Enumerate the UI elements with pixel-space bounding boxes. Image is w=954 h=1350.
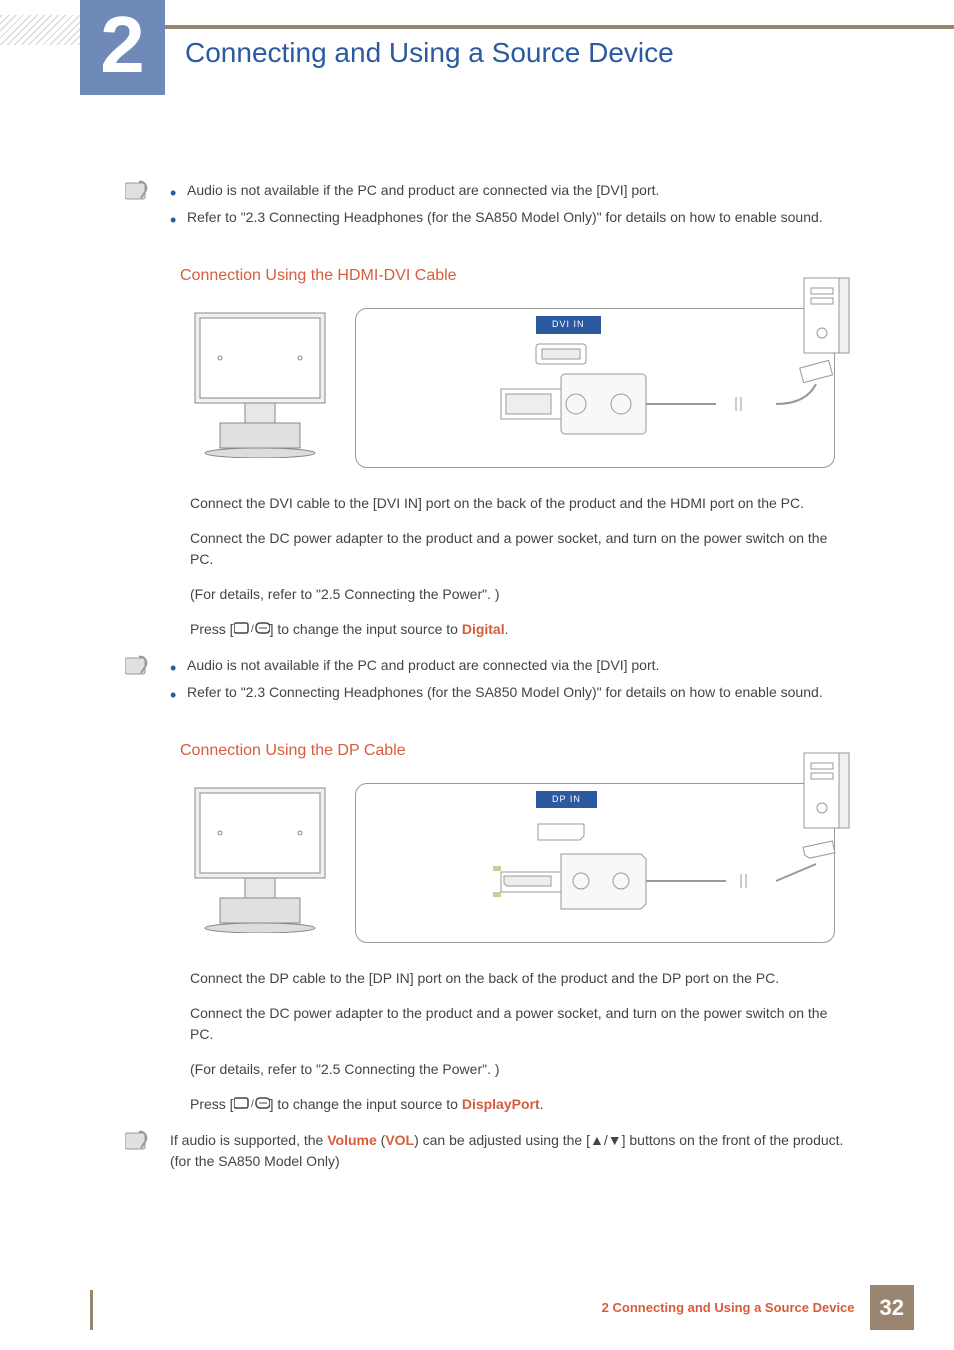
source-button-icon: / (234, 1095, 270, 1116)
note-block-2: Audio is not available if the PC and pro… (165, 655, 854, 709)
dp-p4: Press [/] to change the input source to … (190, 1094, 854, 1116)
footer-left-stripe (90, 1290, 93, 1330)
footer: 2 Connecting and Using a Source Device 3… (602, 1285, 914, 1330)
hdmi-p4: Press [/] to change the input source to … (190, 619, 854, 641)
note-icon (125, 180, 165, 234)
dp-p1: Connect the DP cable to the [DP IN] port… (190, 968, 854, 989)
note-block-1: Audio is not available if the PC and pro… (165, 180, 854, 234)
dp-heading: Connection Using the DP Cable (180, 739, 854, 763)
note2-item1: Audio is not available if the PC and pro… (165, 655, 823, 676)
dp-p2: Connect the DC power adapter to the prod… (190, 1003, 854, 1045)
note1-item1: Audio is not available if the PC and pro… (165, 180, 823, 201)
header-bar (89, 25, 954, 29)
note-icon (125, 1130, 165, 1172)
pc-icon (799, 273, 854, 358)
source-button-icon: / (234, 620, 270, 641)
hdmi-p3: (For details, refer to "2.5 Connecting t… (190, 584, 854, 605)
dvi-port-label: DVI IN (536, 316, 601, 334)
hdmi-heading: Connection Using the HDMI-DVI Cable (180, 264, 854, 288)
svg-text:/: / (251, 624, 254, 635)
pc-icon (799, 748, 854, 833)
svg-text:/: / (251, 1099, 254, 1110)
footer-text: 2 Connecting and Using a Source Device (602, 1298, 855, 1318)
note2-item2: Refer to "2.3 Connecting Headphones (for… (165, 682, 823, 703)
monitor-icon (190, 783, 330, 933)
page-number: 32 (870, 1285, 914, 1330)
hdmi-p2: Connect the DC power adapter to the prod… (190, 528, 854, 570)
note-icon (125, 655, 165, 709)
chapter-title: Connecting and Using a Source Device (185, 32, 674, 74)
hdmi-p1: Connect the DVI cable to the [DVI IN] po… (190, 493, 854, 514)
dp-port-label: DP IN (536, 791, 597, 809)
note3-text: If audio is supported, the Volume (VOL) … (165, 1130, 854, 1172)
dp-diagram: DP IN (190, 783, 854, 943)
note-block-3: If audio is supported, the Volume (VOL) … (165, 1130, 854, 1172)
note1-item2: Refer to "2.3 Connecting Headphones (for… (165, 207, 823, 228)
chapter-number: 2 (80, 0, 165, 95)
dp-p3: (For details, refer to "2.5 Connecting t… (190, 1059, 854, 1080)
monitor-icon (190, 308, 330, 458)
hdmi-diagram: DVI IN (190, 308, 854, 468)
